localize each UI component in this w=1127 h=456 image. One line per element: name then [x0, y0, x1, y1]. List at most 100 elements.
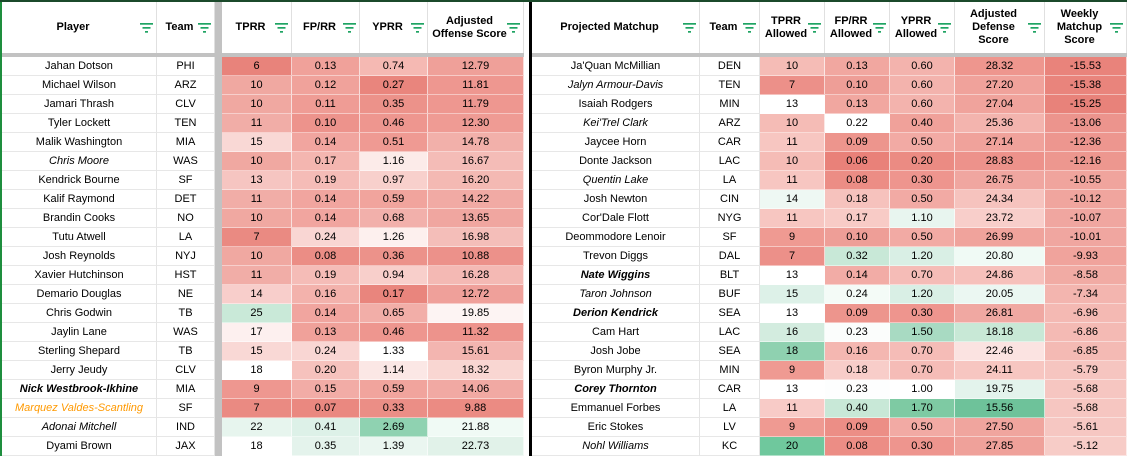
tprr-cell[interactable]: 11 — [222, 114, 292, 133]
team-cell[interactable]: NYJ — [157, 247, 215, 266]
adj-defense-score-cell[interactable]: 28.83 — [955, 152, 1045, 171]
matchup-name-cell[interactable]: Kei'Trel Clark — [532, 114, 700, 133]
column-header[interactable]: YPRR — [360, 2, 428, 53]
adj-defense-score-cell[interactable]: 22.46 — [955, 342, 1045, 361]
adj-offense-score-cell[interactable]: 16.20 — [428, 171, 524, 190]
fprr-cell[interactable]: 0.13 — [292, 57, 360, 76]
yprr-allowed-cell[interactable]: 0.50 — [890, 190, 955, 209]
yprr-cell[interactable]: 0.35 — [360, 95, 428, 114]
fprr-allowed-cell[interactable]: 0.13 — [825, 57, 890, 76]
filter-icon[interactable] — [198, 22, 211, 33]
tprr-cell[interactable]: 10 — [222, 247, 292, 266]
yprr-allowed-cell[interactable]: 1.20 — [890, 247, 955, 266]
fprr-cell[interactable]: 0.13 — [292, 323, 360, 342]
filter-icon[interactable] — [507, 22, 520, 33]
yprr-cell[interactable]: 2.69 — [360, 418, 428, 437]
tprr-allowed-cell[interactable]: 13 — [760, 266, 825, 285]
weekly-matchup-score-cell[interactable]: -5.61 — [1045, 418, 1127, 437]
adj-offense-score-cell[interactable]: 9.88 — [428, 399, 524, 418]
matchup-name-cell[interactable]: Cam Hart — [532, 323, 700, 342]
fprr-allowed-cell[interactable]: 0.18 — [825, 361, 890, 380]
player-name-cell[interactable]: Malik Washington — [2, 133, 157, 152]
player-name-cell[interactable]: Jamari Thrash — [2, 95, 157, 114]
team-cell[interactable]: MIA — [157, 380, 215, 399]
team-cell[interactable]: SEA — [700, 304, 760, 323]
fprr-allowed-cell[interactable]: 0.13 — [825, 95, 890, 114]
yprr-cell[interactable]: 0.94 — [360, 266, 428, 285]
fprr-allowed-cell[interactable]: 0.32 — [825, 247, 890, 266]
team-cell[interactable]: LAC — [700, 152, 760, 171]
weekly-matchup-score-cell[interactable]: -5.68 — [1045, 380, 1127, 399]
yprr-cell[interactable]: 0.46 — [360, 323, 428, 342]
team-cell[interactable]: LA — [700, 399, 760, 418]
filter-icon[interactable] — [873, 22, 886, 33]
adj-offense-score-cell[interactable]: 16.28 — [428, 266, 524, 285]
adj-offense-score-cell[interactable]: 16.67 — [428, 152, 524, 171]
fprr-allowed-cell[interactable]: 0.24 — [825, 285, 890, 304]
tprr-cell[interactable]: 10 — [222, 209, 292, 228]
fprr-cell[interactable]: 0.10 — [292, 114, 360, 133]
team-cell[interactable]: SF — [157, 399, 215, 418]
team-cell[interactable]: NYG — [700, 209, 760, 228]
yprr-allowed-cell[interactable]: 0.30 — [890, 437, 955, 456]
adj-offense-score-cell[interactable]: 18.32 — [428, 361, 524, 380]
player-name-cell[interactable]: Marquez Valdes-Scantling — [2, 399, 157, 418]
adj-defense-score-cell[interactable]: 25.36 — [955, 114, 1045, 133]
weekly-matchup-score-cell[interactable]: -12.36 — [1045, 133, 1127, 152]
matchup-name-cell[interactable]: Trevon Diggs — [532, 247, 700, 266]
yprr-cell[interactable]: 0.74 — [360, 57, 428, 76]
fprr-allowed-cell[interactable]: 0.17 — [825, 209, 890, 228]
yprr-cell[interactable]: 0.36 — [360, 247, 428, 266]
tprr-cell[interactable]: 11 — [222, 266, 292, 285]
yprr-allowed-cell[interactable]: 0.50 — [890, 228, 955, 247]
yprr-cell[interactable]: 1.39 — [360, 437, 428, 456]
player-name-cell[interactable]: Chris Moore — [2, 152, 157, 171]
adj-defense-score-cell[interactable]: 15.56 — [955, 399, 1045, 418]
adj-defense-score-cell[interactable]: 27.85 — [955, 437, 1045, 456]
yprr-allowed-cell[interactable]: 1.50 — [890, 323, 955, 342]
yprr-allowed-cell[interactable]: 0.40 — [890, 114, 955, 133]
team-cell[interactable]: BLT — [700, 266, 760, 285]
filter-icon[interactable] — [938, 22, 951, 33]
adj-offense-score-cell[interactable]: 12.30 — [428, 114, 524, 133]
tprr-cell[interactable]: 18 — [222, 437, 292, 456]
adj-defense-score-cell[interactable]: 24.86 — [955, 266, 1045, 285]
fprr-allowed-cell[interactable]: 0.10 — [825, 76, 890, 95]
adj-offense-score-cell[interactable]: 13.65 — [428, 209, 524, 228]
yprr-allowed-cell[interactable]: 0.30 — [890, 171, 955, 190]
fprr-allowed-cell[interactable]: 0.40 — [825, 399, 890, 418]
matchup-name-cell[interactable]: Ja'Quan McMillian — [532, 57, 700, 76]
team-cell[interactable]: CAR — [700, 133, 760, 152]
matchup-name-cell[interactable]: Jalyn Armour-Davis — [532, 76, 700, 95]
team-cell[interactable]: HST — [157, 266, 215, 285]
tprr-allowed-cell[interactable]: 14 — [760, 190, 825, 209]
fprr-cell[interactable]: 0.08 — [292, 247, 360, 266]
tprr-allowed-cell[interactable]: 10 — [760, 114, 825, 133]
yprr-allowed-cell[interactable]: 1.10 — [890, 209, 955, 228]
player-name-cell[interactable]: Michael Wilson — [2, 76, 157, 95]
player-name-cell[interactable]: Jaylin Lane — [2, 323, 157, 342]
weekly-matchup-score-cell[interactable]: -6.85 — [1045, 342, 1127, 361]
player-name-cell[interactable]: Nick Westbrook-Ikhine — [2, 380, 157, 399]
fprr-cell[interactable]: 0.14 — [292, 133, 360, 152]
team-cell[interactable]: LAC — [700, 323, 760, 342]
player-name-cell[interactable]: Josh Reynolds — [2, 247, 157, 266]
tprr-cell[interactable]: 13 — [222, 171, 292, 190]
matchup-name-cell[interactable]: Josh Jobe — [532, 342, 700, 361]
fprr-cell[interactable]: 0.24 — [292, 342, 360, 361]
column-header[interactable]: TPRR Allowed — [760, 2, 825, 53]
team-cell[interactable]: MIN — [700, 361, 760, 380]
yprr-allowed-cell[interactable]: 1.00 — [890, 380, 955, 399]
tprr-allowed-cell[interactable]: 7 — [760, 247, 825, 266]
team-cell[interactable]: CLV — [157, 361, 215, 380]
yprr-allowed-cell[interactable]: 0.70 — [890, 361, 955, 380]
weekly-matchup-score-cell[interactable]: -15.38 — [1045, 76, 1127, 95]
fprr-allowed-cell[interactable]: 0.08 — [825, 171, 890, 190]
column-header[interactable]: Projected Matchup — [532, 2, 700, 53]
tprr-cell[interactable]: 11 — [222, 190, 292, 209]
yprr-cell[interactable]: 0.17 — [360, 285, 428, 304]
matchup-name-cell[interactable]: Emmanuel Forbes — [532, 399, 700, 418]
team-cell[interactable]: CLV — [157, 95, 215, 114]
column-header[interactable]: Player — [2, 2, 157, 53]
tprr-allowed-cell[interactable]: 11 — [760, 399, 825, 418]
